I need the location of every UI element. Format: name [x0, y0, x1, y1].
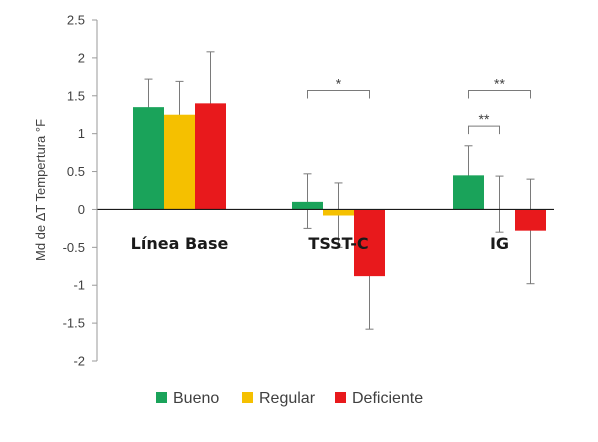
legend-label: Bueno: [173, 390, 219, 407]
y-tick-label: 0.5: [67, 164, 85, 179]
legend-swatch-deficiente: [335, 392, 346, 403]
significance-label: *: [336, 75, 342, 91]
y-tick-label: 1.5: [67, 88, 85, 103]
bar-bueno: [453, 175, 484, 210]
bar-bueno: [133, 107, 164, 210]
bar-deficiente: [515, 209, 546, 231]
y-tick-label: -1: [73, 278, 85, 293]
significance-bracket: [307, 89, 370, 99]
significance-label: **: [479, 111, 490, 127]
category-label: IG: [490, 234, 509, 253]
category-labels: Línea Base TSST-C IG: [131, 234, 509, 253]
y-tick-label: -1.5: [63, 316, 85, 331]
bar-deficiente: [195, 103, 226, 210]
category-label: Línea Base: [131, 234, 229, 253]
legend-swatch-regular: [242, 392, 253, 403]
y-tick-label: -2: [73, 354, 85, 369]
bar-regular: [323, 209, 354, 216]
legend: Bueno Regular Deficiente: [156, 390, 423, 407]
y-tick-label: 2.5: [67, 13, 85, 28]
y-tick-label: 0: [78, 202, 85, 217]
legend-label: Deficiente: [352, 390, 423, 407]
significance-bracket: [468, 125, 500, 135]
bar-deficiente: [354, 209, 385, 277]
legend-swatch-bueno: [156, 392, 167, 403]
bar-bueno: [292, 201, 323, 210]
category-label: TSST-C: [308, 234, 368, 253]
bar-regular: [164, 114, 195, 210]
significance-annotations: *****: [307, 75, 531, 135]
significance-bracket: [468, 89, 531, 99]
y-tick-label: 2: [78, 50, 85, 65]
y-axis-label: Md de ΔT Tempertura °F: [33, 119, 48, 261]
significance-label: **: [494, 75, 505, 91]
y-axis-ticks: -2 -1.5 -1 -0.5 0 0.5 1 1.5 2 2.5: [63, 13, 97, 369]
y-tick-label: -0.5: [63, 240, 85, 255]
legend-label: Regular: [259, 390, 316, 407]
bars: [133, 103, 546, 277]
y-tick-label: 1: [78, 126, 85, 141]
